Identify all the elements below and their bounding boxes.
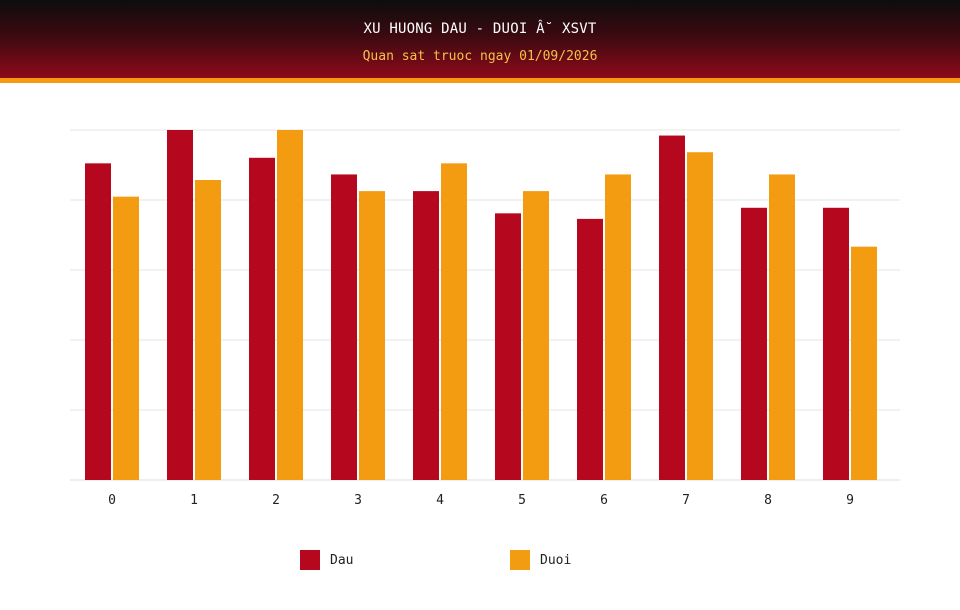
x-tick-label: 2 <box>272 493 280 508</box>
legend-swatch-duoi <box>510 550 530 570</box>
bar-dau-3 <box>331 174 357 480</box>
bar-duoi-6 <box>605 174 631 480</box>
x-tick-label: 8 <box>764 493 772 508</box>
legend-label-duoi: Duoi <box>540 553 572 568</box>
bar-dau-9 <box>823 207 849 480</box>
bar-dau-1 <box>167 130 193 480</box>
bar-duoi-8 <box>769 174 795 480</box>
bar-dau-8 <box>741 207 767 480</box>
bar-duoi-0 <box>113 196 139 480</box>
bar-dau-0 <box>85 163 111 481</box>
x-tick-label: 5 <box>518 493 526 508</box>
x-tick-label: 6 <box>600 493 608 508</box>
x-tick-label: 4 <box>436 493 444 508</box>
bar-duoi-3 <box>359 191 385 480</box>
bar-duoi-1 <box>195 180 221 480</box>
bar-dau-2 <box>249 157 275 480</box>
chart-subtitle: Quan sat truoc ngay 01/09/2026 <box>362 49 598 64</box>
bar-duoi-9 <box>851 246 877 480</box>
bar-dau-6 <box>577 218 603 480</box>
x-tick-label: 1 <box>190 493 198 508</box>
x-tick-label: 7 <box>682 493 690 508</box>
bar-duoi-2 <box>277 130 303 480</box>
x-tick-label: 3 <box>354 493 362 508</box>
bar-dau-4 <box>413 191 439 480</box>
header-accent-bar <box>0 78 960 83</box>
chart-title: XU HUONG DAU - DUOI Â˘ XSVT <box>363 21 597 37</box>
x-tick-label: 9 <box>846 493 854 508</box>
bar-dau-5 <box>495 213 521 481</box>
legend-swatch-dau <box>300 550 320 570</box>
legend-label-dau: Dau <box>330 553 354 568</box>
bar-duoi-7 <box>687 152 713 480</box>
bar-dau-7 <box>659 135 685 481</box>
bar-duoi-4 <box>441 163 467 481</box>
bar-duoi-5 <box>523 191 549 480</box>
x-tick-label: 0 <box>108 493 116 508</box>
chart-header: XU HUONG DAU - DUOI Â˘ XSVT Quan sat tru… <box>0 0 960 78</box>
